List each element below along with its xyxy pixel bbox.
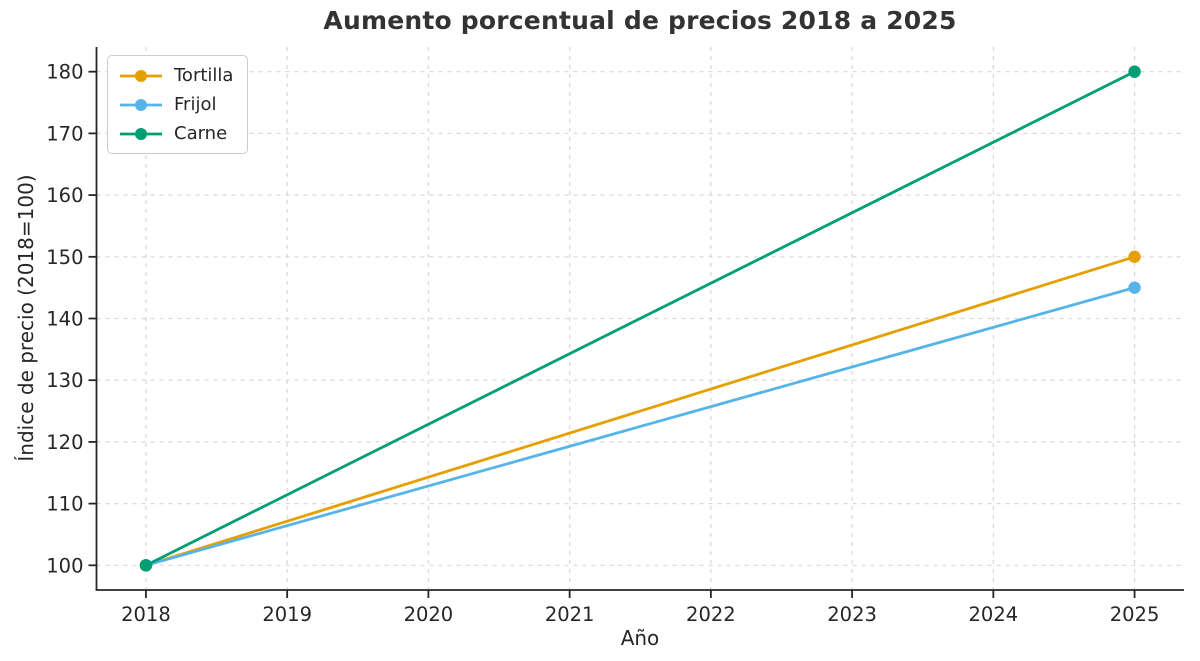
x-tick-label: 2025 <box>1110 603 1160 626</box>
legend-item-frijol: Frijol <box>118 92 233 117</box>
legend-marker <box>135 127 147 140</box>
legend-label: Frijol <box>174 94 217 115</box>
legend-swatch-tortilla <box>120 69 162 82</box>
data-point-tortilla <box>1128 250 1141 263</box>
y-tick-label: 120 <box>46 431 83 454</box>
x-tick-label: 2021 <box>545 603 595 626</box>
legend-marker <box>135 98 147 111</box>
x-axis-label: Año <box>620 626 660 650</box>
legend-item-tortilla: Tortilla <box>118 63 233 88</box>
x-tick-label: 2019 <box>262 603 312 626</box>
series-line-tortilla <box>144 255 1136 567</box>
y-axis-label: Índice de precio (2018=100) <box>14 174 38 462</box>
y-tick-label: 130 <box>46 369 83 392</box>
y-tick-label: 180 <box>46 61 83 84</box>
y-tick-label: 150 <box>46 246 83 269</box>
legend-marker <box>135 69 147 82</box>
data-point-carne <box>1128 65 1141 78</box>
legend-item-carne: Carne <box>118 121 233 146</box>
x-tick-label: 2018 <box>121 603 171 626</box>
legend-swatch-frijol <box>120 98 162 111</box>
chart-title: Aumento porcentual de precios 2018 a 202… <box>323 6 957 35</box>
data-point-frijol <box>1128 281 1141 294</box>
y-tick-label: 170 <box>46 122 83 145</box>
legend: Tortilla Frijol Carne <box>107 55 249 154</box>
y-tick-label: 160 <box>46 184 83 207</box>
y-tick-label: 100 <box>46 554 83 577</box>
data-point-carne <box>139 559 153 572</box>
x-tick-label: 2023 <box>827 603 877 626</box>
y-tick-label: 140 <box>46 308 83 331</box>
legend-label: Tortilla <box>174 65 234 86</box>
legend-swatch-carne <box>120 127 162 140</box>
x-tick-label: 2020 <box>404 603 454 626</box>
y-tick-label: 110 <box>46 493 83 516</box>
x-tick-label: 2022 <box>686 603 736 626</box>
legend-label: Carne <box>174 123 228 144</box>
x-tick-label: 2024 <box>969 603 1019 626</box>
series-line-frijol <box>144 286 1136 567</box>
series-line-carne <box>144 70 1136 567</box>
